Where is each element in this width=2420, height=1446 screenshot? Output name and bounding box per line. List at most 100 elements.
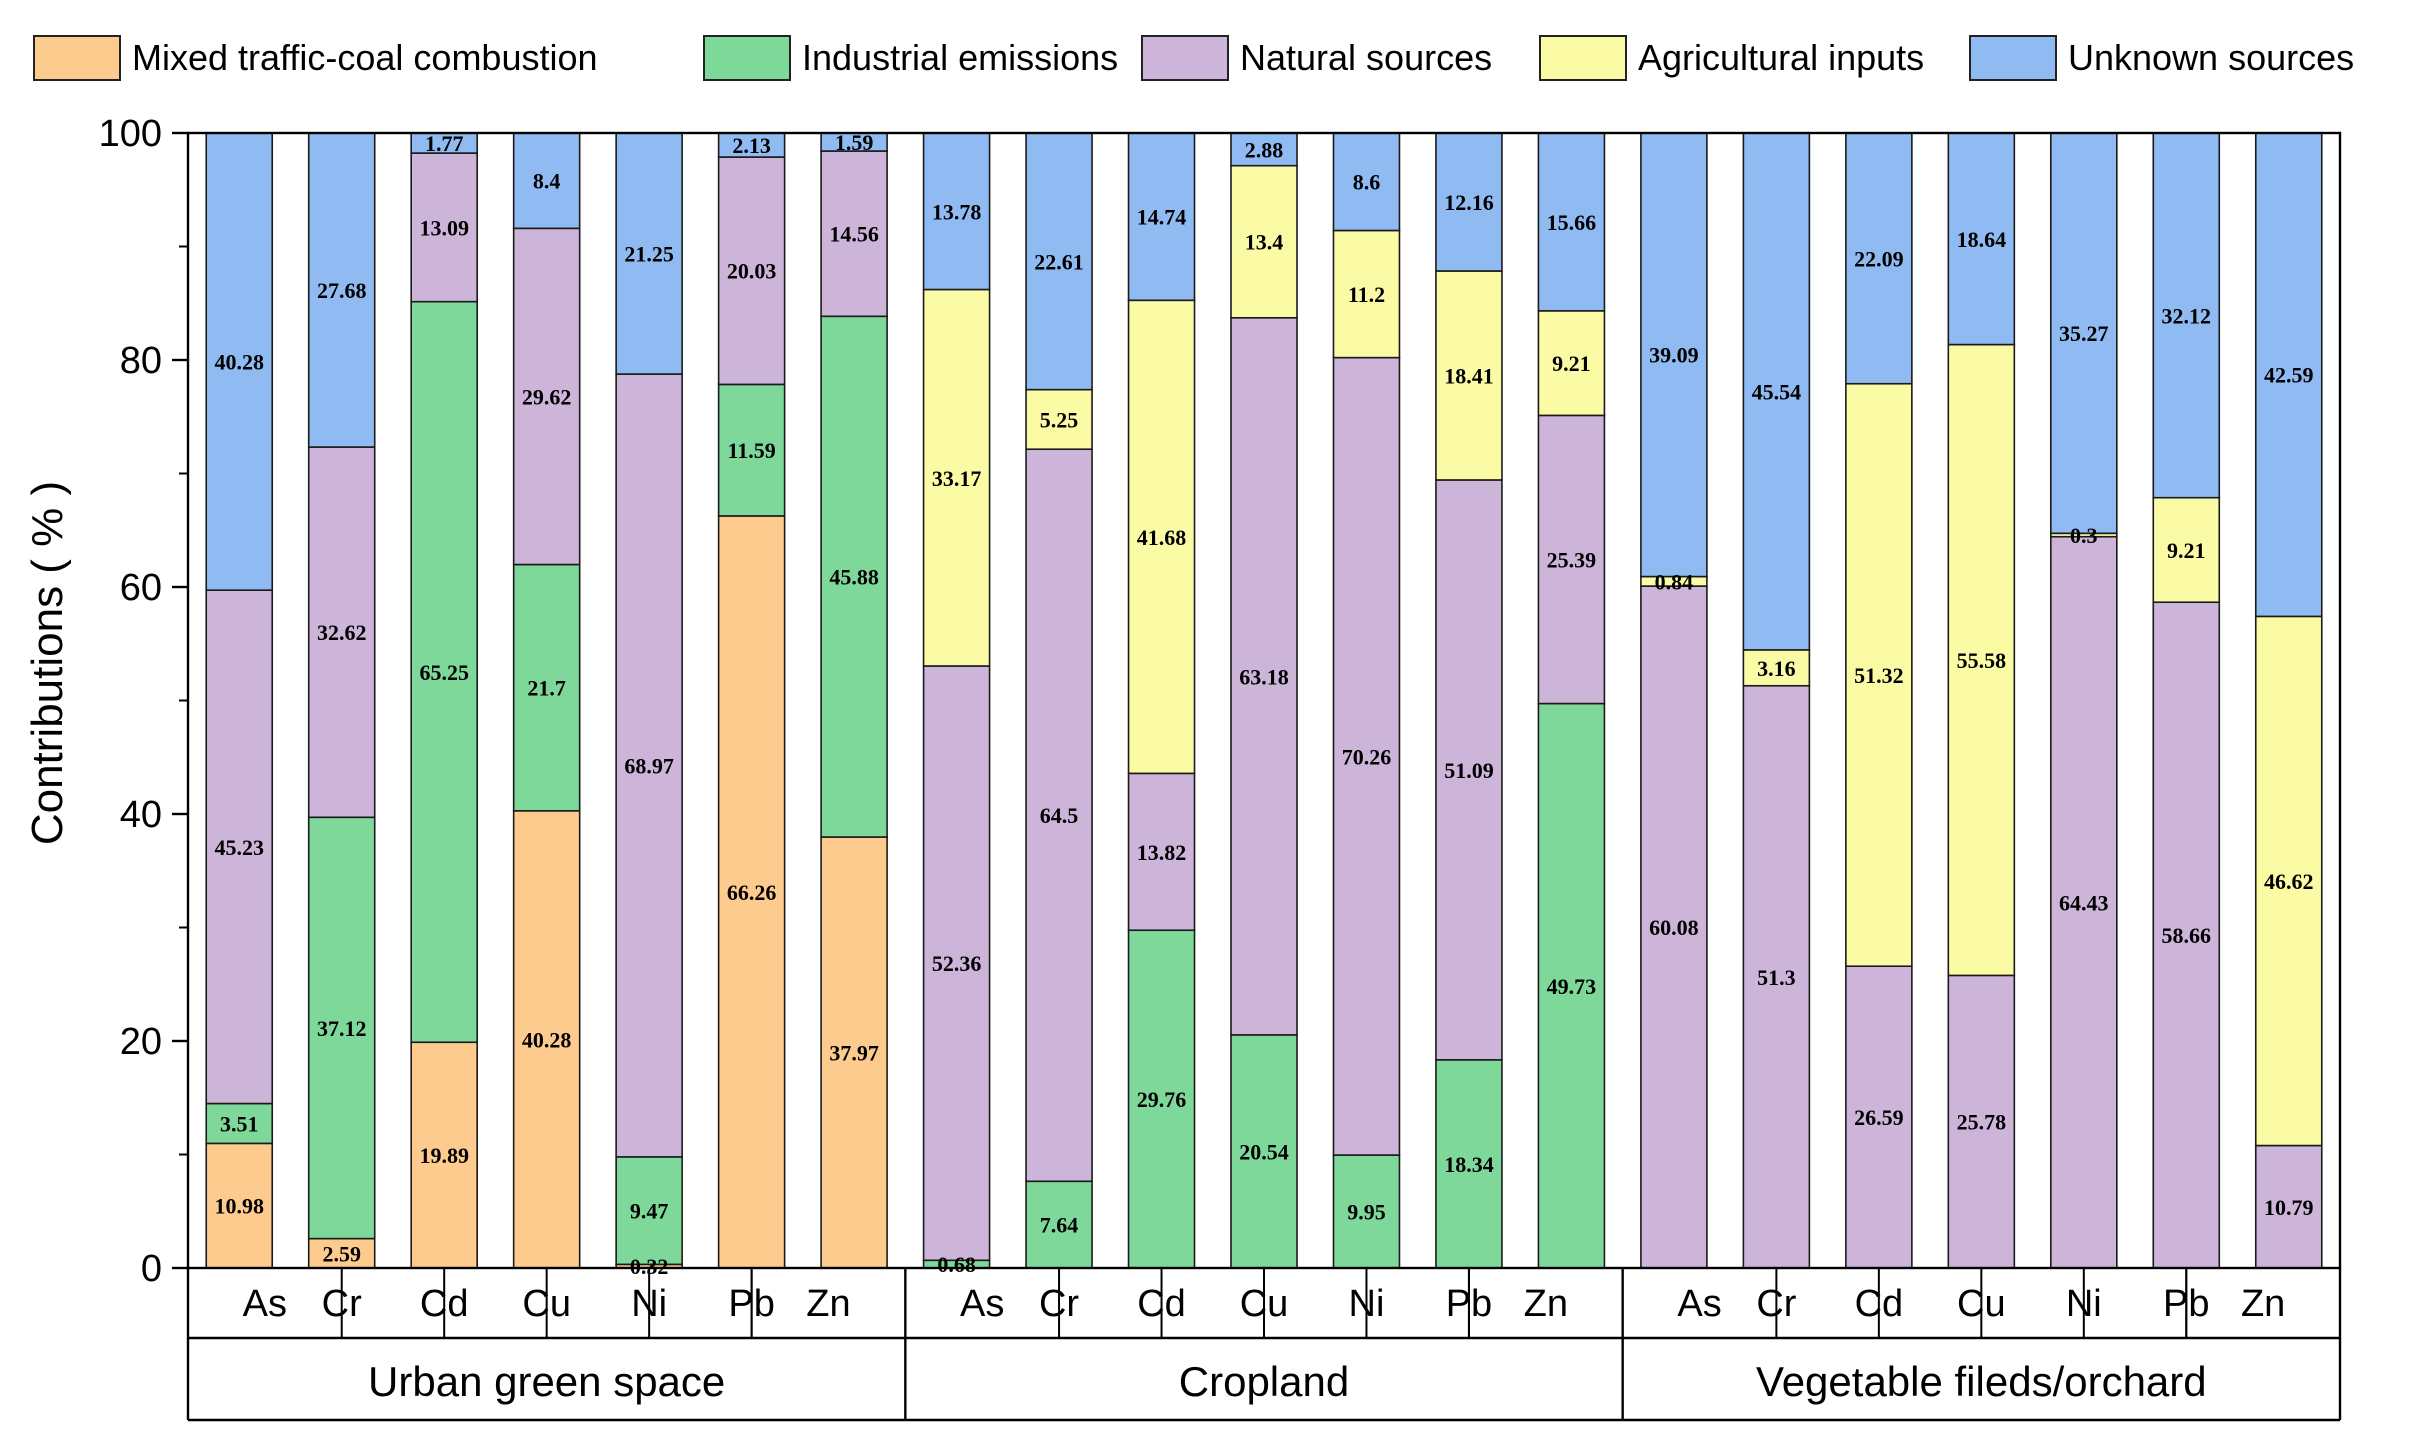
group-label-3: Vegetable fileds/orchard bbox=[1756, 1358, 2207, 1405]
bar-segment-2-cr-4 bbox=[1025, 388, 1093, 451]
bar-segment-2-pb-2 bbox=[1435, 1059, 1503, 1269]
data-label-2-ni-5: 8.6 bbox=[1353, 170, 1381, 195]
group-label-1: Urban green space bbox=[368, 1358, 725, 1405]
legend-swatch-5 bbox=[1969, 35, 2057, 81]
category-label-cd: Cd bbox=[420, 1283, 469, 1325]
data-label-2-as-5: 13.78 bbox=[932, 199, 982, 224]
data-label-1-cu-1: 40.28 bbox=[522, 1027, 572, 1052]
bar-segment-2-zn-3 bbox=[1537, 414, 1606, 705]
data-label-2-cr-2: 7.64 bbox=[1040, 1213, 1079, 1238]
data-label-3-cd-5: 22.09 bbox=[1854, 246, 1904, 271]
bar-segment-2-cd-3 bbox=[1127, 772, 1196, 932]
data-label-3-ni-3: 64.43 bbox=[2059, 890, 2109, 915]
bar-segment-3-cr-3 bbox=[1742, 684, 1811, 1269]
legend-swatch-3 bbox=[1141, 35, 1229, 81]
data-label-3-cu-5: 18.64 bbox=[1957, 227, 2007, 252]
category-label-pb: Pb bbox=[2163, 1283, 2209, 1325]
category-label-cu: Cu bbox=[522, 1283, 571, 1325]
bar-segment-1-pb-3 bbox=[717, 156, 786, 386]
bar-segment-2-as-3 bbox=[922, 665, 991, 1262]
category-label-ni: Ni bbox=[631, 1283, 667, 1325]
data-label-3-as-5: 39.09 bbox=[1649, 343, 1699, 368]
bar-segment-3-cd-5 bbox=[1845, 132, 1913, 385]
category-label-zn: Zn bbox=[1524, 1283, 1568, 1325]
bar-segment-3-as-3 bbox=[1640, 585, 1708, 1269]
bar-segment-3-pb-4 bbox=[2152, 496, 2221, 604]
y-tick-label: 60 bbox=[120, 567, 162, 609]
bar-segment-3-cr-5 bbox=[1742, 132, 1811, 651]
data-label-2-ni-2: 9.95 bbox=[1347, 1200, 1386, 1225]
data-label-2-pb-2: 18.34 bbox=[1444, 1152, 1494, 1177]
data-label-1-ni-2: 9.47 bbox=[630, 1199, 669, 1224]
bar-segment-2-pb-3 bbox=[1435, 479, 1503, 1061]
data-label-3-pb-4: 9.21 bbox=[2167, 538, 2206, 563]
data-label-1-pb-5: 2.13 bbox=[732, 133, 771, 158]
data-label-1-pb-1: 66.26 bbox=[727, 880, 777, 905]
bar-segment-3-cu-3 bbox=[1947, 974, 2016, 1269]
legend-label-3: Natural sources bbox=[1240, 37, 1492, 78]
data-label-1-as-2: 3.51 bbox=[220, 1111, 259, 1136]
bar-segment-3-ni-3 bbox=[2050, 535, 2118, 1269]
data-label-2-ni-3: 70.26 bbox=[1342, 744, 1392, 769]
bar-segment-1-ni-2 bbox=[615, 1156, 683, 1266]
data-label-1-zn-2: 45.88 bbox=[829, 565, 879, 590]
data-label-2-zn-4: 9.21 bbox=[1552, 351, 1591, 376]
bar-segment-3-ni-5 bbox=[2050, 132, 2118, 535]
category-label-pb: Pb bbox=[728, 1283, 774, 1325]
data-label-1-cd-2: 65.25 bbox=[419, 660, 469, 685]
legend-label-4: Agricultural inputs bbox=[1638, 37, 1924, 78]
data-label-1-cu-3: 29.62 bbox=[522, 384, 572, 409]
bar-segment-1-cr-3 bbox=[307, 446, 376, 819]
data-label-1-ni-5: 21.25 bbox=[624, 241, 674, 266]
category-label-as: As bbox=[1677, 1283, 1721, 1325]
data-label-3-cd-4: 51.32 bbox=[1854, 663, 1904, 688]
data-label-3-as-4: 0.84 bbox=[1655, 569, 1694, 594]
group-label-2: Cropland bbox=[1179, 1358, 1349, 1405]
data-label-2-zn-5: 15.66 bbox=[1547, 210, 1597, 235]
data-label-3-cd-3: 26.59 bbox=[1854, 1105, 1904, 1130]
bar-segment-3-zn-4 bbox=[2254, 615, 2323, 1147]
data-label-2-cu-2: 20.54 bbox=[1239, 1139, 1289, 1164]
data-label-3-zn-4: 46.62 bbox=[2264, 869, 2314, 894]
legend-swatch-2 bbox=[703, 35, 791, 81]
bar-segment-1-cr-2 bbox=[307, 816, 376, 1240]
data-label-1-cd-3: 13.09 bbox=[419, 215, 469, 240]
data-label-1-cr-3: 32.62 bbox=[317, 620, 367, 645]
data-label-1-pb-3: 20.03 bbox=[727, 259, 777, 284]
axes-layer: 0 20 40 60 80 100 As Cr Cd Cu Ni Pb Zn Urban green sp… bbox=[99, 113, 2342, 1422]
data-label-2-ni-4: 11.2 bbox=[1348, 282, 1385, 307]
category-label-ni: Ni bbox=[2066, 1283, 2102, 1325]
bar-segment-2-zn-2 bbox=[1537, 702, 1606, 1269]
data-label-1-zn-1: 37.97 bbox=[829, 1041, 879, 1066]
bar-segment-1-cu-5 bbox=[512, 132, 581, 230]
data-label-3-cr-4: 3.16 bbox=[1757, 656, 1796, 681]
data-label-2-cd-2: 29.76 bbox=[1137, 1087, 1187, 1112]
bar-segment-3-cu-4 bbox=[1947, 343, 2016, 977]
data-label-1-cr-2: 37.12 bbox=[317, 1016, 367, 1041]
bar-segment-1-cd-3 bbox=[410, 152, 478, 303]
data-label-1-ni-1: 0.32 bbox=[630, 1254, 669, 1279]
data-label-1-cu-2: 21.7 bbox=[527, 676, 566, 701]
bar-segment-2-cd-2 bbox=[1127, 929, 1196, 1269]
data-label-2-pb-5: 12.16 bbox=[1444, 190, 1494, 215]
data-label-3-cr-3: 51.3 bbox=[1757, 965, 1796, 990]
bar-segment-1-cu-3 bbox=[512, 227, 581, 566]
category-label-cd: Cd bbox=[1855, 1283, 1904, 1325]
data-label-2-cu-4: 13.4 bbox=[1245, 230, 1284, 255]
bar-segment-2-cr-2 bbox=[1025, 1180, 1093, 1269]
legend-label-5: Unknown sources bbox=[2068, 37, 2354, 78]
category-label-as: As bbox=[960, 1283, 1004, 1325]
bar-segment-2-zn-4 bbox=[1537, 310, 1606, 417]
category-label-cr: Cr bbox=[322, 1283, 362, 1325]
y-tick-label: 0 bbox=[141, 1248, 162, 1290]
data-label-2-as-2: 0.68 bbox=[937, 1252, 976, 1277]
data-label-1-cu-5: 8.4 bbox=[533, 169, 561, 194]
data-label-2-cd-4: 41.68 bbox=[1137, 525, 1187, 550]
data-label-3-as-3: 60.08 bbox=[1649, 915, 1699, 940]
bar-segment-2-cu-3 bbox=[1230, 316, 1298, 1036]
category-label-cu: Cu bbox=[1240, 1283, 1289, 1325]
category-label-pb: Pb bbox=[1446, 1283, 1492, 1325]
bar-segment-3-zn-5 bbox=[2254, 132, 2323, 618]
data-label-3-zn-5: 42.59 bbox=[2264, 363, 2314, 388]
data-label-3-ni-4: 0.3 bbox=[2070, 523, 2098, 548]
